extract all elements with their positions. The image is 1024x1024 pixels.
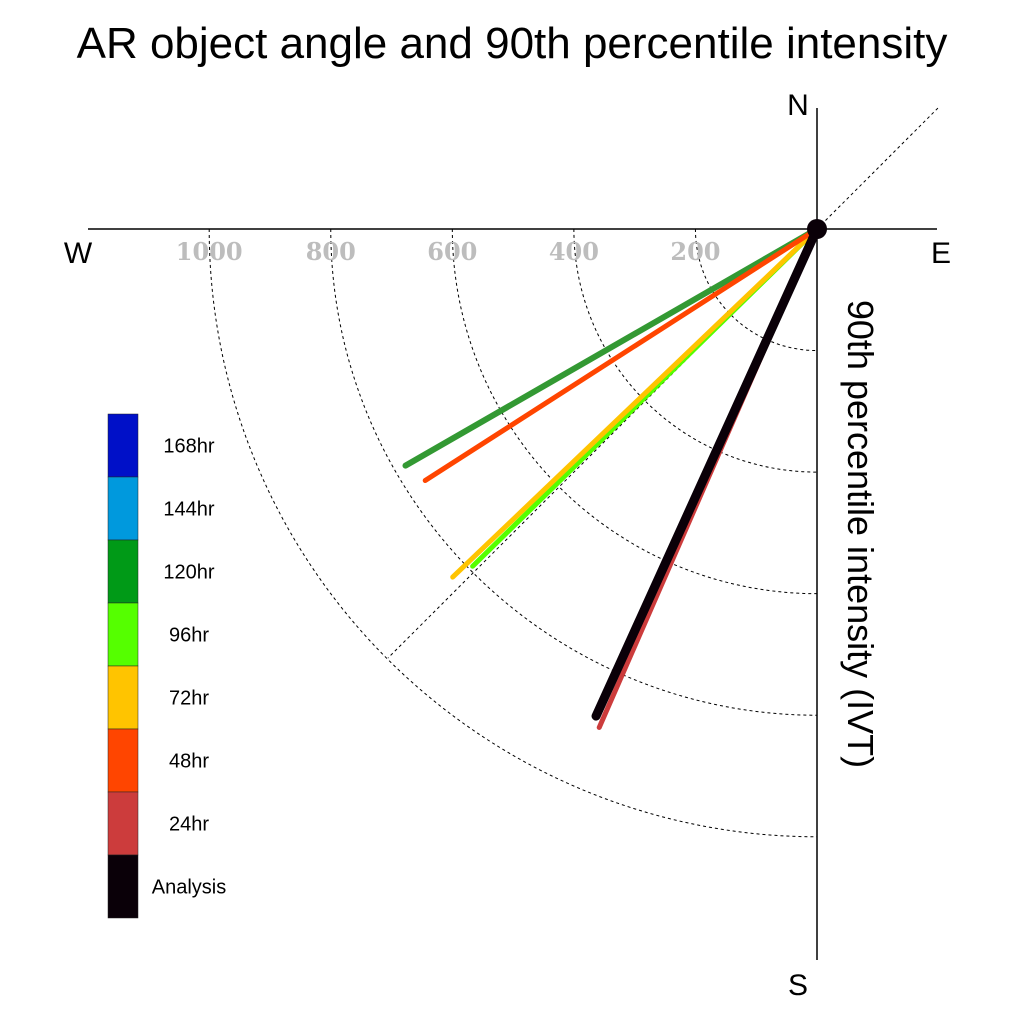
forecast-vectors: [402, 224, 822, 730]
diagonal-guide: [816, 105, 941, 230]
compass-east: E: [931, 237, 951, 270]
legend-swatch-48hr: [107, 728, 139, 793]
intensity-ring-1000: [208, 228, 818, 838]
tick-label-200: 200: [670, 237, 720, 266]
legend: 168hr 144hr 120hr 96hr 72hr 48hr 24hr Analysis: [107, 413, 226, 919]
vector-48hr: [422, 226, 820, 484]
legend-label-144hr: 144hr: [163, 499, 214, 521]
compass-west: W: [64, 237, 93, 270]
legend-label-72hr: 72hr: [169, 688, 209, 710]
intensity-ring-800: [330, 228, 818, 716]
legend-swatch-168hr: [107, 413, 139, 478]
legend-swatch-96hr: [107, 602, 139, 667]
intensity-ring-400: [573, 228, 818, 473]
legend-label-168hr: 168hr: [163, 436, 214, 458]
diagonal-guide-sw: [387, 228, 818, 659]
compass-south: S: [788, 969, 808, 1002]
origin-marker: [807, 219, 827, 239]
radial-axis-title: 90th percentile intensity (IVT): [840, 300, 881, 768]
radial-tick-labels: 200 400 600 800 1000: [176, 237, 721, 266]
legend-label-24hr: 24hr: [169, 814, 209, 836]
intensity-rings: [208, 228, 818, 838]
vector-analysis: [591, 224, 822, 721]
tick-label-400: 400: [549, 237, 599, 266]
intensity-ring-200: [694, 228, 818, 352]
legend-label-analysis: Analysis: [152, 877, 226, 899]
legend-swatch-120hr: [107, 539, 139, 604]
intensity-ring-600: [451, 228, 818, 595]
legend-swatch-24hr: [107, 791, 139, 856]
tick-label-800: 800: [306, 237, 356, 266]
tick-label-600: 600: [427, 237, 477, 266]
legend-label-48hr: 48hr: [169, 751, 209, 773]
vector-120hr: [402, 226, 820, 469]
legend-label-96hr: 96hr: [169, 625, 209, 647]
legend-label-120hr: 120hr: [163, 562, 214, 584]
chart-title: AR object angle and 90th percentile inte…: [77, 19, 948, 68]
vector-72hr: [450, 226, 820, 580]
compass-north: N: [787, 89, 809, 122]
legend-swatch-analysis: [107, 854, 139, 919]
legend-swatch-72hr: [107, 665, 139, 730]
tick-label-1000: 1000: [176, 237, 243, 266]
legend-swatch-144hr: [107, 476, 139, 541]
